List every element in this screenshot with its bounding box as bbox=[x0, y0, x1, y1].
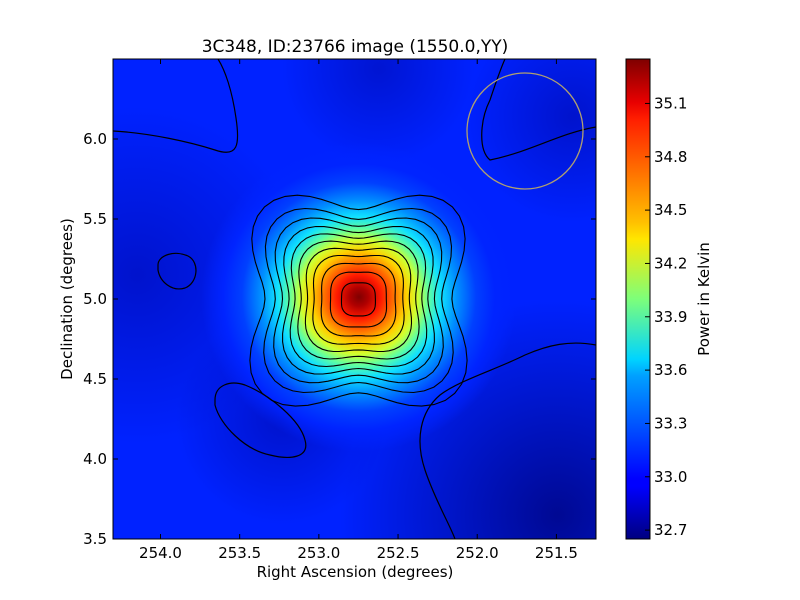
y-tick-label: 4.5 bbox=[83, 370, 107, 388]
x-tick-label: 251.5 bbox=[535, 544, 578, 562]
source-contour-ring bbox=[312, 254, 405, 345]
x-tick-label: 254.0 bbox=[139, 544, 182, 562]
source-contour-ring bbox=[304, 247, 413, 353]
colorbar-tick-label: 33.6 bbox=[654, 361, 687, 379]
beam-circle bbox=[466, 72, 584, 190]
colorbar-gradient bbox=[625, 58, 651, 540]
source-contour-ring bbox=[273, 217, 444, 384]
colorbar-ticks: 32.7 33.0 33.3 33.6 33.9 34.2 34.5 34.8 35.1 bbox=[645, 94, 687, 539]
colorbar-tick-label: 32.7 bbox=[654, 521, 687, 539]
x-tick-label: 252.5 bbox=[377, 544, 420, 562]
x-tick-label: 253.0 bbox=[297, 544, 340, 562]
colorbar-label: Power in Kelvin bbox=[695, 242, 713, 356]
source-contours bbox=[249, 194, 468, 407]
y-tick-label: 3.5 bbox=[83, 530, 107, 548]
y-axis-label: Declination (degrees) bbox=[58, 218, 76, 380]
source-contour-ring bbox=[289, 233, 428, 368]
colorbar-tick-label: 35.1 bbox=[654, 94, 687, 112]
y-axis-ticks: 3.5 4.0 4.5 5.0 5.5 6.0 bbox=[83, 130, 596, 548]
source-contour-ring bbox=[282, 225, 435, 375]
contour-dip-lower bbox=[214, 382, 307, 458]
x-axis-label: Right Ascension (degrees) bbox=[257, 563, 454, 581]
chart-title: 3C348, ID:23766 image (1550.0,YY) bbox=[202, 37, 509, 57]
colorbar: 32.7 33.0 33.3 33.6 33.9 34.2 34.5 34.8 35.1 Pow… bbox=[625, 58, 713, 540]
colorbar-tick-label: 34.2 bbox=[654, 254, 687, 272]
source-contour-ring bbox=[297, 240, 420, 360]
y-tick-label: 4.0 bbox=[83, 450, 107, 468]
heatmap-image bbox=[113, 59, 596, 539]
colorbar-tick-label: 34.5 bbox=[654, 201, 687, 219]
source-contour-ring bbox=[320, 262, 397, 337]
source-contour-ring bbox=[249, 194, 468, 407]
colorbar-tick-label: 34.8 bbox=[654, 148, 687, 166]
contour-background-top bbox=[113, 59, 239, 153]
heatmap-source bbox=[201, 142, 517, 452]
source-contour-ring bbox=[263, 207, 454, 394]
source-contour-ring bbox=[329, 271, 388, 328]
colorbar-tick-label: 33.3 bbox=[654, 414, 687, 432]
contour-dip-left bbox=[157, 252, 197, 290]
source-contour-ring bbox=[340, 282, 376, 317]
y-tick-label: 6.0 bbox=[83, 130, 107, 148]
contour-background-bottomright bbox=[419, 342, 596, 539]
colorbar-tick-label: 33.0 bbox=[654, 468, 687, 486]
x-axis-ticks: 254.0 253.5 253.0 252.5 252.0 251.5 bbox=[139, 59, 578, 562]
x-tick-label: 252.0 bbox=[456, 544, 499, 562]
contour-lines bbox=[113, 59, 596, 539]
y-tick-label: 5.0 bbox=[83, 290, 107, 308]
contour-background-right bbox=[481, 59, 596, 161]
x-tick-label: 253.5 bbox=[218, 544, 261, 562]
colorbar-tick-label: 33.9 bbox=[654, 308, 687, 326]
y-tick-label: 5.5 bbox=[83, 210, 107, 228]
